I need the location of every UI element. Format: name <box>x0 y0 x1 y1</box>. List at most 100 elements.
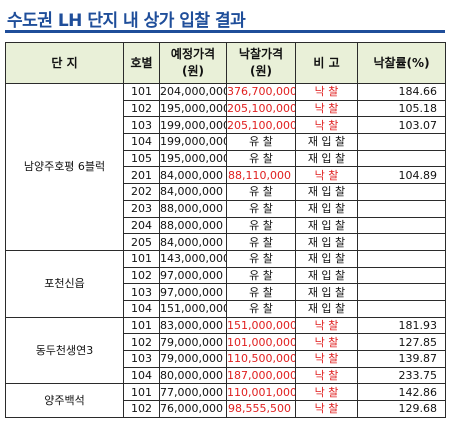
winning-price-cell: 110,001,000 <box>226 383 296 402</box>
rate-cell: 103.07 <box>357 116 446 135</box>
remark-cell: 재 입 찰 <box>295 266 358 285</box>
table-row: 104 80,000,000 187,000,000 낙 찰 233.75 <box>6 366 446 385</box>
remark-cell: 재 입 찰 <box>295 299 358 318</box>
unit-cell: 202 <box>123 183 160 201</box>
remark-cell: 낙 찰 <box>295 166 358 185</box>
unit-cell: 101 <box>123 383 160 402</box>
winning-price-cell: 유 찰 <box>226 149 296 168</box>
remark-cell: 낙 찰 <box>295 83 358 101</box>
unit-cell: 102 <box>123 400 160 418</box>
unit-cell: 102 <box>123 99 160 118</box>
header-unit: 호별 <box>123 42 160 84</box>
complex-name-cell: 남양주호평 6블럭 <box>5 83 124 251</box>
planned-price-cell: 79,000,000 <box>159 350 227 368</box>
remark-cell: 낙 찰 <box>295 116 358 135</box>
remark-cell: 낙 찰 <box>295 400 358 418</box>
table-row: 동두천생연3 101 83,000,000 151,000,000 낙 찰 181.93 <box>5 316 446 385</box>
remark-cell: 재 입 찰 <box>295 283 358 301</box>
winning-price-cell: 110,500,000 <box>226 350 296 368</box>
unit-cell: 101 <box>123 83 160 101</box>
planned-price-cell: 199,000,000 <box>159 116 227 135</box>
rate-cell <box>357 283 446 301</box>
header-planned-line1: 예정가격 <box>170 47 216 61</box>
unit-cell: 204 <box>123 216 160 235</box>
header-planned-price: 예정가격 (원) <box>159 42 227 84</box>
rate-cell: 184.66 <box>357 83 446 101</box>
unit-cell: 104 <box>123 133 160 151</box>
complex-name-cell: 양주백석 <box>5 383 124 418</box>
table-row: 103 79,000,000 110,500,000 낙 찰 139.87 <box>6 350 446 368</box>
rate-cell <box>357 133 446 151</box>
table-row: 102 76,000,000 98,555,500 낙 찰 129.68 <box>6 400 446 418</box>
rate-cell <box>357 216 446 235</box>
planned-price-cell: 83,000,000 <box>159 316 227 335</box>
table-body: 남양주호평 6블럭 101 204,000,000 376,700,000 낙 찰 184… <box>5 83 446 418</box>
unit-cell: 104 <box>123 299 160 318</box>
table-row: 102 195,000,000 205,100,000 낙 찰 105.18 <box>6 99 446 118</box>
planned-price-cell: 77,000,000 <box>159 383 227 402</box>
winning-price-cell: 205,100,000 <box>226 99 296 118</box>
remark-cell: 낙 찰 <box>295 333 358 351</box>
planned-price-cell: 84,000,000 <box>159 166 227 185</box>
planned-price-cell: 97,000,000 <box>159 283 227 301</box>
unit-cell: 103 <box>123 283 160 301</box>
table-row: 남양주호평 6블럭 101 204,000,000 376,700,000 낙 찰 184… <box>5 83 446 251</box>
planned-price-cell: 88,000,000 <box>159 199 227 218</box>
planned-price-cell: 84,000,000 <box>159 183 227 201</box>
header-remark: 비 고 <box>295 42 358 84</box>
header-planned-line2: (원) <box>181 64 204 78</box>
table-header-row: 단 지 호별 예정가격 (원) 낙찰가격 (원) 비 고 낙찰률(%) <box>5 42 446 84</box>
unit-cell: 205 <box>123 233 160 251</box>
remark-cell: 재 입 찰 <box>295 216 358 235</box>
winning-price-cell: 205,100,000 <box>226 116 296 135</box>
rate-cell <box>357 183 446 201</box>
complex-name-cell: 포천신읍 <box>5 249 124 318</box>
planned-price-cell: 88,000,000 <box>159 216 227 235</box>
unit-cell: 103 <box>123 350 160 368</box>
planned-price-cell: 76,000,000 <box>159 400 227 418</box>
unit-cell: 104 <box>123 366 160 385</box>
header-winning-line2: (원) <box>249 64 272 78</box>
rate-cell <box>357 149 446 168</box>
rate-cell: 105.18 <box>357 99 446 118</box>
winning-price-cell: 유 찰 <box>226 283 296 301</box>
winning-price-cell: 유 찰 <box>226 266 296 285</box>
planned-price-cell: 97,000,000 <box>159 266 227 285</box>
rate-cell <box>357 266 446 285</box>
planned-price-cell: 80,000,000 <box>159 366 227 385</box>
planned-price-cell: 195,000,000 <box>159 149 227 168</box>
winning-price-cell: 88,110,000 <box>226 166 296 185</box>
winning-price-cell: 유 찰 <box>226 133 296 151</box>
winning-price-cell: 유 찰 <box>226 183 296 201</box>
winning-price-cell: 101,000,000 <box>226 333 296 351</box>
winning-price-cell: 376,700,000 <box>226 83 296 101</box>
remark-cell: 재 입 찰 <box>295 249 358 268</box>
auction-results-table: 단 지 호별 예정가격 (원) 낙찰가격 (원) 비 고 낙찰률(%) 남양주호… <box>5 42 446 418</box>
planned-price-cell: 79,000,000 <box>159 333 227 351</box>
remark-cell: 낙 찰 <box>295 383 358 402</box>
header-winning-price: 낙찰가격 (원) <box>226 42 296 84</box>
unit-cell: 102 <box>123 333 160 351</box>
remark-cell: 낙 찰 <box>295 99 358 118</box>
rate-cell: 233.75 <box>357 366 446 385</box>
remark-cell: 재 입 찰 <box>295 199 358 218</box>
unit-cell: 102 <box>123 266 160 285</box>
header-rate: 낙찰률(%) <box>357 42 446 84</box>
remark-cell: 재 입 찰 <box>295 233 358 251</box>
remark-cell: 재 입 찰 <box>295 133 358 151</box>
unit-cell: 105 <box>123 149 160 168</box>
rate-cell: 127.85 <box>357 333 446 351</box>
rate-cell: 142.86 <box>357 383 446 402</box>
winning-price-cell: 유 찰 <box>226 216 296 235</box>
remark-cell: 재 입 찰 <box>295 149 358 168</box>
rate-cell: 181.93 <box>357 316 446 335</box>
header-complex: 단 지 <box>5 42 124 84</box>
rate-cell <box>357 199 446 218</box>
rate-cell <box>357 299 446 318</box>
winning-price-cell: 유 찰 <box>226 249 296 268</box>
